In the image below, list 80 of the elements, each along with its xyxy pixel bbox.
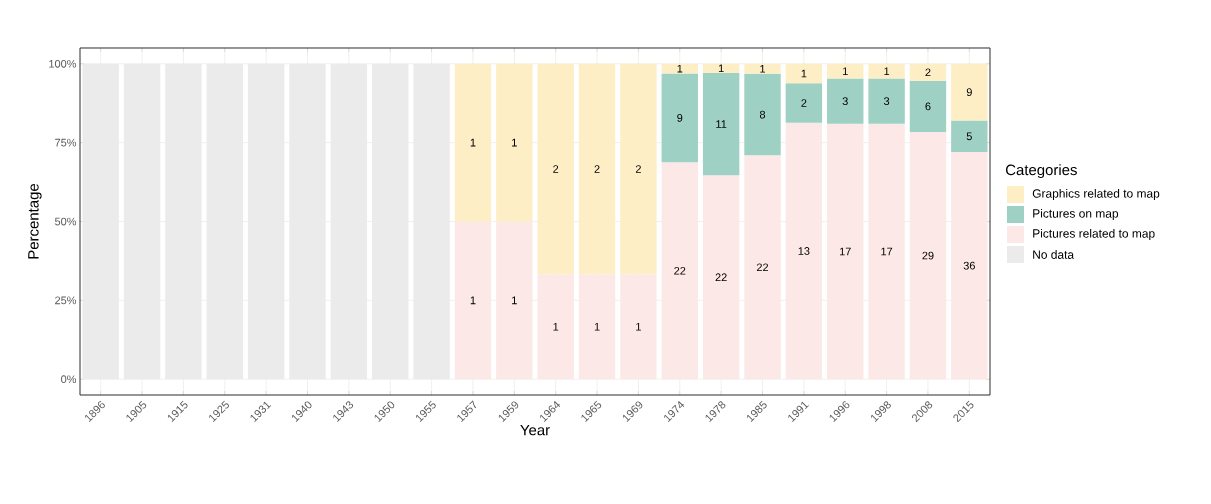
annotation: 1: [594, 322, 600, 331]
annotation: 29: [922, 251, 934, 260]
annotation: 2: [635, 165, 641, 173]
annotation: 9: [677, 114, 683, 122]
bar: [702, 72, 740, 176]
y-tick-label: 25%: [55, 296, 77, 305]
annotation: 22: [756, 263, 769, 272]
y-tick-label: 100%: [49, 59, 77, 68]
annotation: 1: [760, 65, 766, 73]
annotation: 17: [881, 247, 893, 256]
bar: [578, 63, 616, 275]
annotation: 1: [843, 67, 848, 75]
bar: [951, 120, 988, 153]
bar: [909, 131, 947, 380]
bar: [661, 63, 698, 74]
annotation: 1: [553, 322, 559, 331]
annotation: 1: [470, 296, 476, 305]
bar: [868, 78, 905, 124]
bar: [537, 63, 574, 275]
annotation: 11: [716, 120, 727, 128]
bar: [909, 63, 947, 81]
bar: [951, 152, 988, 380]
annotation: 6: [925, 102, 931, 111]
annotation: 17: [839, 247, 851, 256]
annotation: 3: [842, 97, 848, 106]
bar: [537, 274, 574, 380]
annotation: 2: [553, 165, 559, 173]
bar: [744, 63, 781, 74]
annotation: 1: [884, 67, 890, 75]
annotation: 1: [636, 322, 641, 331]
annotation: 1: [718, 64, 724, 73]
annotation: 3: [883, 97, 890, 106]
bar: [785, 63, 823, 84]
y-tick-label: 50%: [54, 217, 77, 226]
bar: [868, 63, 905, 79]
legend-label: No data: [1033, 250, 1075, 259]
x-axis-title: Year: [520, 424, 550, 436]
bar: [496, 63, 533, 222]
annotation: 2: [801, 99, 807, 107]
bar: [578, 274, 616, 380]
annotation: 1: [470, 138, 476, 147]
annotation: 9: [966, 88, 972, 97]
bar: [620, 63, 657, 275]
bar: [785, 122, 823, 380]
bar: [702, 175, 740, 380]
bar: [827, 78, 864, 124]
annotation: 2: [594, 165, 600, 173]
bar: [868, 123, 905, 380]
bar: [661, 73, 698, 163]
annotation: 22: [715, 273, 727, 281]
bar: [827, 63, 864, 79]
bar: [702, 63, 740, 73]
bar: [951, 63, 988, 121]
annotation: 1: [801, 69, 807, 78]
y-axis-title: Percentage: [28, 183, 42, 259]
annotation: 13: [798, 247, 810, 255]
legend-label: Pictures on map: [1033, 208, 1119, 221]
bar: [744, 155, 781, 380]
y-tick-label: 75%: [55, 138, 77, 147]
legend-title: Categories: [1005, 164, 1077, 179]
legend-label: Graphics related to map: [1032, 188, 1160, 201]
bar: [785, 83, 823, 123]
bar: [744, 73, 781, 156]
annotation: 1: [512, 138, 517, 147]
annotation: 1: [512, 296, 517, 305]
annotation: 2: [925, 68, 931, 77]
annotation: 36: [963, 261, 975, 270]
bar: [496, 221, 533, 380]
bar: [454, 63, 492, 222]
bar: [454, 221, 492, 380]
legend-label: Pictures related to map: [1033, 228, 1155, 241]
annotation: 5: [966, 132, 972, 141]
bar: [909, 80, 947, 132]
bar: [661, 162, 698, 380]
bar: [620, 274, 657, 380]
annotation: 22: [674, 266, 686, 275]
annotation: 1: [677, 64, 683, 73]
bar: [827, 123, 864, 380]
y-tick-label: 0%: [61, 375, 77, 384]
annotation: 8: [759, 110, 766, 119]
